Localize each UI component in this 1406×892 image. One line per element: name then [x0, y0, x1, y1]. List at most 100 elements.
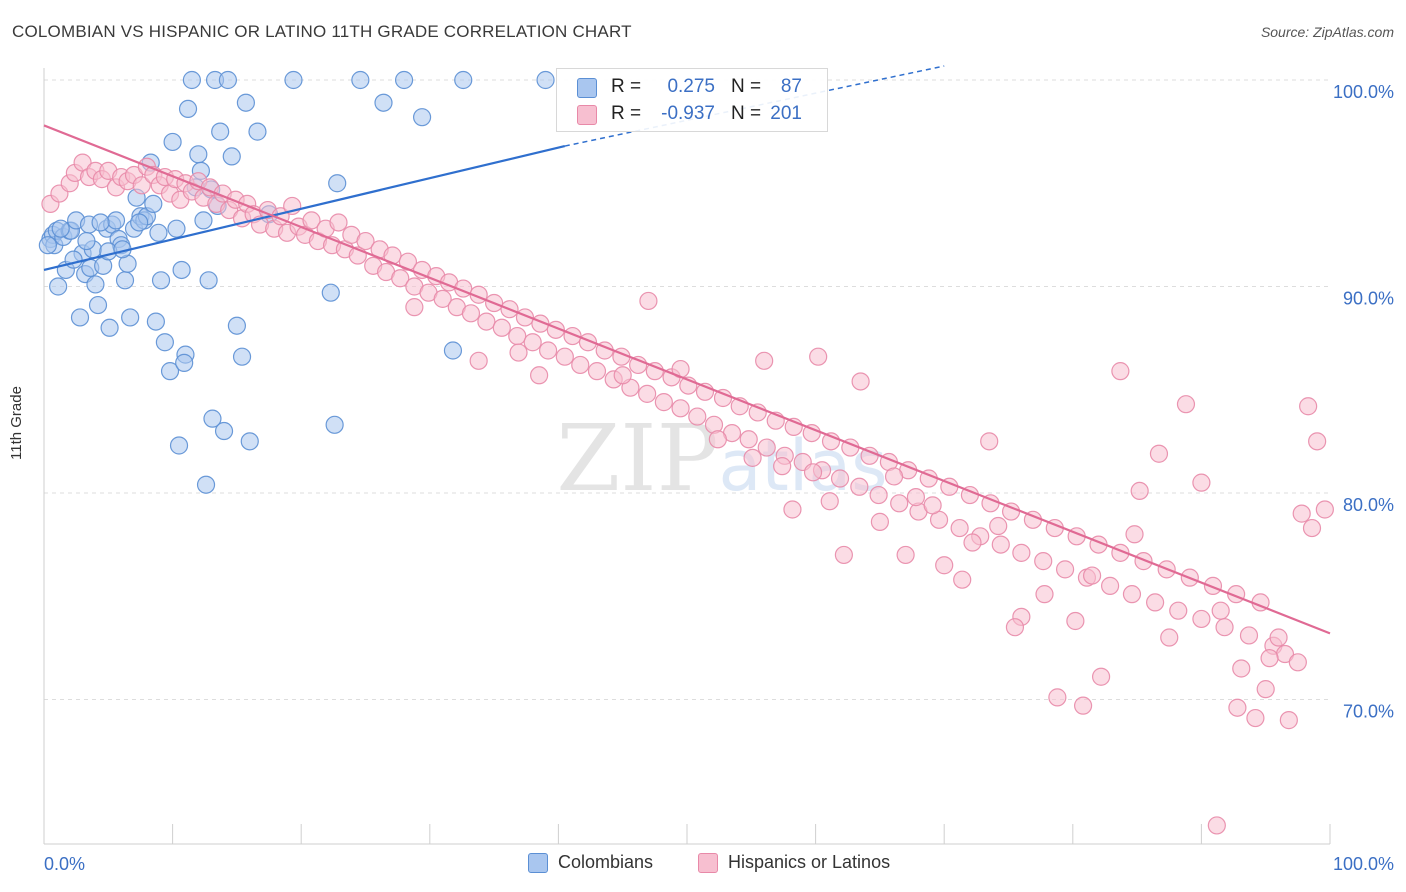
data-point — [923, 496, 942, 515]
data-point — [211, 122, 230, 141]
data-point — [1100, 576, 1120, 595]
data-point — [851, 372, 870, 391]
data-point — [199, 271, 218, 290]
data-point — [492, 318, 511, 337]
data-point — [1176, 395, 1196, 414]
data-point — [391, 269, 410, 288]
data-point — [130, 213, 149, 232]
data-point — [325, 415, 344, 434]
data-point — [571, 355, 590, 375]
data-point — [989, 516, 1008, 536]
data-point — [302, 211, 321, 230]
data-point — [1130, 481, 1149, 501]
data-point — [178, 99, 198, 119]
legend-swatch-colombians — [528, 852, 548, 873]
data-point — [755, 351, 774, 370]
data-point — [144, 194, 163, 213]
data-point — [1149, 444, 1169, 463]
data-point — [155, 333, 174, 352]
data-point — [38, 236, 57, 255]
trend-line-colombians — [43, 145, 566, 272]
data-point — [248, 122, 267, 141]
data-point — [1211, 601, 1230, 620]
r-value: -0.937 — [661, 103, 715, 124]
data-point — [1207, 816, 1226, 835]
data-point — [51, 219, 70, 238]
watermark: ZIPatlas — [556, 405, 887, 512]
data-point — [1315, 500, 1334, 519]
data-point — [980, 432, 999, 451]
data-point — [374, 93, 393, 112]
tick-labels: 70.0% 80.0% 90.0% 100.0% 0.0% 100.0% — [44, 82, 1394, 874]
data-point — [638, 384, 657, 403]
data-point — [1125, 525, 1144, 544]
data-point — [167, 219, 186, 238]
data-point — [654, 393, 673, 412]
data-point — [132, 176, 151, 195]
data-point — [1215, 618, 1234, 637]
x-tick-label-min: 0.0% — [44, 854, 85, 874]
data-point — [146, 312, 165, 331]
data-point — [236, 93, 256, 112]
stats-legend: R = 0.275 N = 87 R = -0.937 N = 201 — [556, 68, 828, 132]
data-point — [1246, 708, 1265, 728]
data-point — [121, 308, 140, 327]
data-point — [454, 70, 473, 90]
data-point — [555, 347, 574, 366]
data-point — [953, 570, 972, 589]
data-point — [739, 430, 758, 449]
swatch-hispanics — [577, 105, 597, 125]
data-point — [328, 174, 347, 193]
data-point — [284, 70, 303, 90]
stats-row-colombians: R = 0.275 N = 87 — [557, 73, 827, 101]
y-tick-label: 90.0% — [1343, 288, 1394, 308]
data-point — [1122, 585, 1142, 604]
data-point — [115, 271, 135, 290]
data-point — [1012, 543, 1031, 562]
x-tick-label-max: 100.0% — [1333, 854, 1394, 874]
data-point — [523, 333, 542, 352]
data-point — [196, 475, 216, 494]
data-point — [394, 70, 414, 90]
series-colombians — [38, 70, 555, 494]
data-point — [232, 347, 252, 366]
data-point — [1228, 698, 1247, 717]
data-point — [950, 518, 969, 538]
legend-item-hispanics[interactable]: Hispanics or Latinos — [698, 852, 890, 873]
n-label: N = — [731, 103, 762, 124]
legend-swatch-hispanics — [698, 852, 718, 873]
data-point — [49, 277, 68, 296]
chart-title: COLOMBIAN VS HISPANIC OR LATINO 11TH GRA… — [12, 22, 632, 41]
data-point — [412, 108, 432, 127]
data-point — [1269, 628, 1288, 647]
data-point — [77, 231, 96, 251]
data-point — [88, 295, 108, 315]
data-point — [405, 298, 424, 317]
data-point — [461, 304, 481, 323]
legend-item-colombians[interactable]: Colombians — [528, 852, 653, 873]
data-point — [1308, 432, 1327, 451]
data-point — [536, 70, 555, 90]
data-point — [1192, 473, 1211, 492]
stats-row-hispanics: R = -0.937 N = 201 — [557, 100, 827, 128]
data-point — [809, 347, 828, 366]
data-point — [182, 70, 201, 90]
data-point — [508, 326, 527, 346]
data-point — [189, 145, 208, 164]
data-point — [356, 231, 375, 251]
data-point — [1134, 552, 1153, 571]
y-tick-label: 100.0% — [1333, 82, 1394, 102]
data-point — [613, 366, 632, 385]
data-point — [169, 436, 189, 455]
data-point — [688, 407, 707, 426]
data-point — [1203, 576, 1223, 595]
legend-label-hispanics: Hispanics or Latinos — [728, 852, 891, 872]
data-point — [820, 492, 839, 511]
data-point — [963, 533, 982, 552]
data-point — [149, 223, 168, 242]
data-point — [890, 494, 909, 513]
data-point — [351, 70, 370, 90]
data-point — [1048, 688, 1067, 707]
data-point — [160, 362, 180, 381]
source-label: Source: ZipAtlas.com — [1260, 24, 1394, 40]
